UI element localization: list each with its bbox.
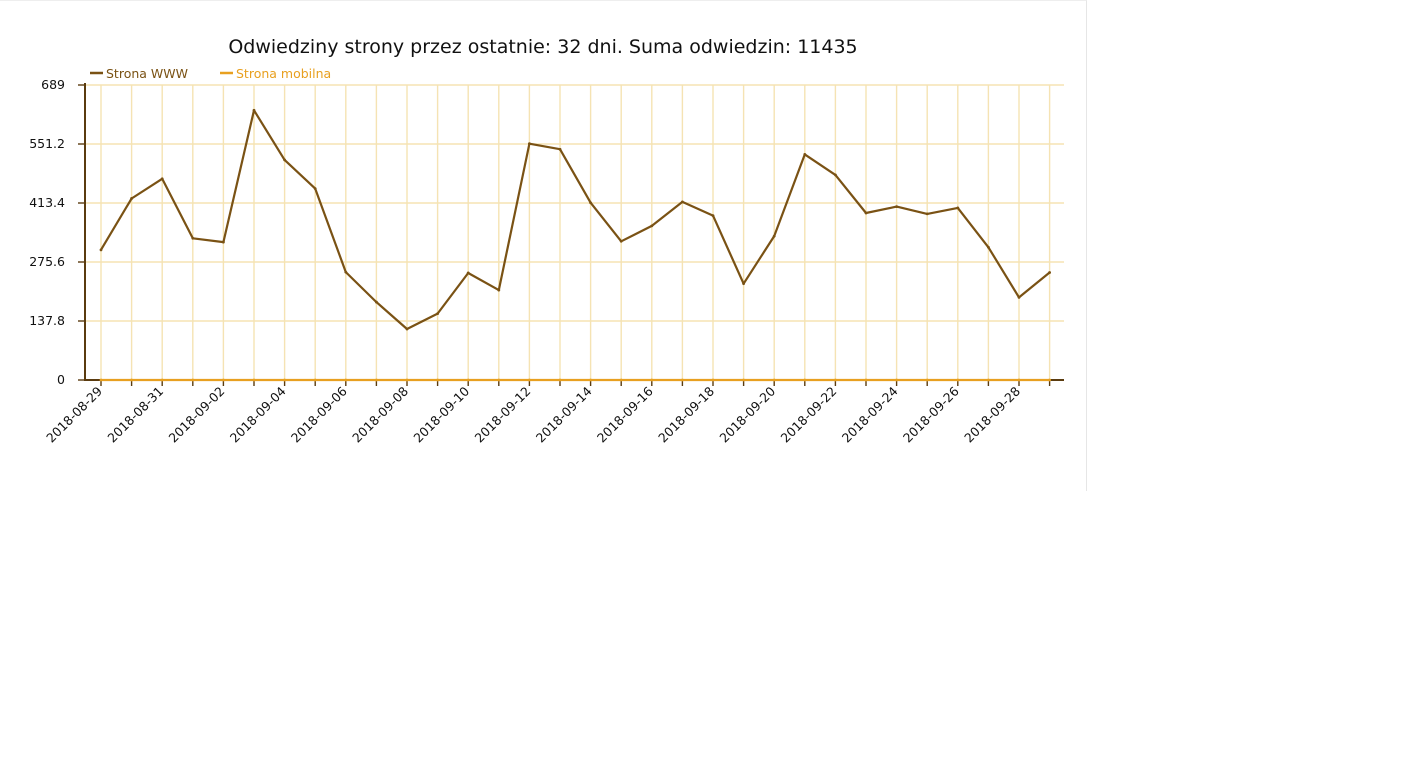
data-point	[160, 378, 164, 382]
line-chart: Odwiedziny strony przez ostatnie: 32 dni…	[29, 36, 1064, 446]
legend-item[interactable]: Strona WWW	[90, 66, 188, 81]
data-point	[405, 378, 409, 382]
data-point	[436, 378, 439, 382]
data-point	[711, 214, 715, 217]
data-point	[222, 378, 225, 382]
data-point	[742, 378, 745, 382]
grid	[85, 84, 1064, 380]
data-point	[925, 212, 929, 216]
data-point	[619, 378, 623, 382]
data-point	[864, 211, 868, 215]
data-point	[895, 205, 898, 208]
x-tick-label: 2018-09-18	[655, 383, 717, 445]
y-tick-label: 689	[41, 77, 65, 92]
chart-panel: Odwiedziny strony przez ostatnie: 32 dni…	[0, 0, 1087, 491]
chart-title: Odwiedziny strony przez ostatnie: 32 dni…	[228, 36, 857, 58]
y-tick-label: 0	[57, 372, 65, 387]
x-tick-label: 2018-08-29	[43, 383, 105, 445]
x-tick-label: 2018-09-06	[288, 383, 350, 445]
data-point	[497, 288, 501, 292]
data-point	[589, 201, 592, 205]
data-point	[956, 206, 960, 210]
data-point	[956, 378, 960, 382]
data-point	[681, 200, 684, 204]
data-point	[772, 234, 776, 238]
data-point	[987, 245, 990, 249]
x-tick-label: 2018-09-26	[900, 383, 962, 445]
data-point	[130, 378, 134, 382]
data-point	[834, 378, 837, 382]
x-tick-label: 2018-09-20	[716, 383, 778, 445]
data-point	[436, 312, 439, 316]
x-tick-label: 2018-09-04	[227, 383, 289, 445]
series-layer	[99, 108, 1051, 382]
data-point	[283, 158, 286, 162]
x-tick-label: 2018-09-10	[410, 383, 472, 445]
y-tick-label: 137.8	[29, 313, 65, 328]
data-point	[1048, 378, 1051, 382]
data-point	[252, 108, 256, 112]
data-point	[283, 378, 286, 382]
y-axis: 0 137.8 275.6 413.4 551.2 689	[29, 77, 86, 387]
data-point	[987, 378, 990, 382]
data-point	[895, 378, 898, 382]
data-point	[925, 378, 929, 382]
data-point	[466, 271, 470, 275]
data-point	[558, 378, 562, 382]
data-point	[191, 236, 195, 240]
data-point	[650, 224, 654, 228]
data-point	[375, 300, 378, 304]
data-point	[742, 282, 745, 286]
x-tick-label: 2018-09-14	[533, 383, 595, 445]
data-point	[803, 378, 807, 382]
data-point	[375, 378, 378, 382]
x-tick-label: 2018-09-16	[594, 383, 656, 445]
series-line-strona-www	[100, 109, 1051, 331]
x-tick-label: 2018-09-12	[472, 384, 534, 446]
data-point	[130, 197, 134, 200]
data-point	[650, 378, 654, 382]
data-point	[344, 378, 348, 382]
data-point	[313, 187, 317, 191]
data-point	[864, 378, 868, 382]
data-point	[589, 378, 592, 382]
data-point	[681, 378, 684, 382]
data-point	[711, 378, 715, 382]
legend-label: Strona WWW	[106, 66, 188, 81]
x-tick-label: 2018-09-02	[166, 384, 228, 446]
x-tick-label: 2018-09-24	[839, 383, 901, 445]
data-point	[1048, 271, 1051, 274]
legend: Strona WWW Strona mobilna	[90, 66, 331, 81]
data-point	[558, 147, 562, 151]
data-point	[344, 270, 348, 274]
x-tick-label: 2018-09-22	[778, 384, 840, 446]
x-tick-label: 2018-08-31	[104, 384, 166, 446]
data-point	[497, 378, 501, 382]
legend-item[interactable]: Strona mobilna	[220, 66, 331, 81]
y-tick-label: 551.2	[29, 136, 65, 151]
data-point	[466, 378, 470, 382]
data-point	[803, 152, 807, 156]
data-point	[252, 378, 256, 382]
y-tick-label: 413.4	[29, 195, 65, 210]
data-point	[222, 240, 225, 244]
data-point	[528, 378, 531, 382]
legend-label: Strona mobilna	[236, 66, 331, 81]
x-axis: 2018-08-29 2018-08-31 2018-09-02 2018-09-04…	[43, 379, 1064, 446]
data-point	[313, 378, 317, 382]
data-point	[160, 177, 164, 181]
data-point	[405, 327, 409, 331]
data-point	[191, 378, 195, 382]
data-point	[1017, 295, 1021, 299]
y-tick-label: 275.6	[29, 254, 65, 269]
x-tick-label: 2018-09-28	[961, 383, 1023, 445]
x-tick-label: 2018-09-08	[349, 383, 411, 445]
data-point	[528, 142, 531, 146]
data-point	[619, 239, 623, 243]
data-point	[99, 378, 103, 382]
data-point	[1017, 378, 1021, 382]
data-point	[834, 173, 837, 177]
data-point	[772, 378, 776, 382]
data-point	[99, 248, 103, 252]
